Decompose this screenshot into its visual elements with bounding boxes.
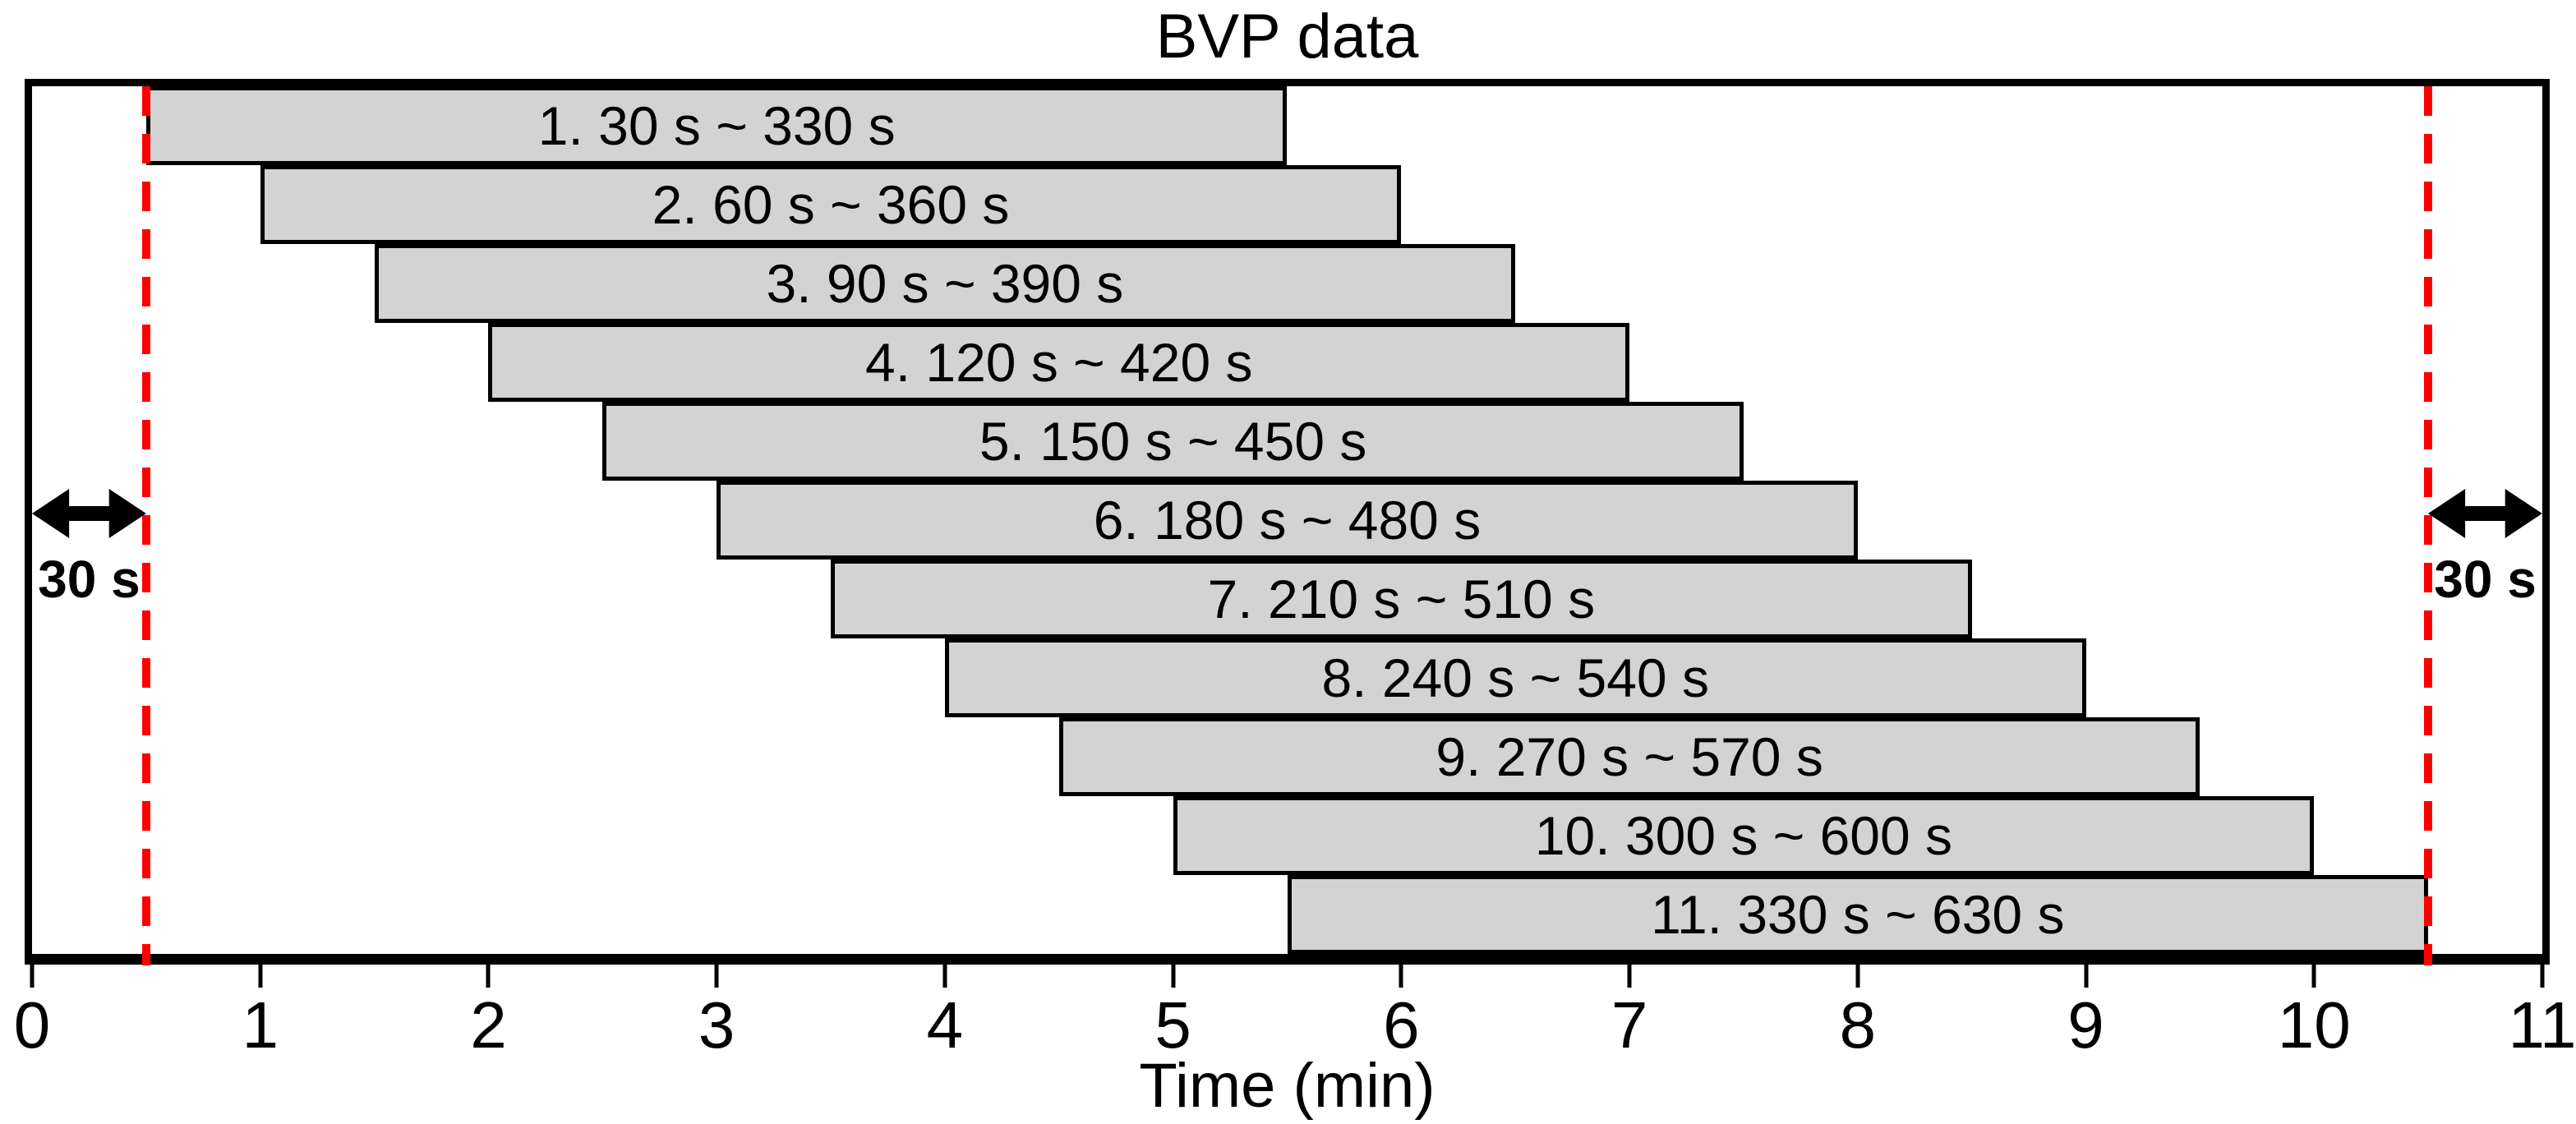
arrow-shaft [60,505,118,521]
window-bar: 10. 300 s ~ 600 s [1173,796,2315,875]
window-bar: 5. 150 s ~ 450 s [602,402,1744,481]
window-bar: 2. 60 s ~ 360 s [260,165,1402,244]
right-range-arrow-icon [2428,488,2542,538]
x-tick-mark [942,965,947,988]
window-bar-label: 8. 240 s ~ 540 s [1321,647,1709,708]
x-tick-mark [1855,965,1860,988]
arrow-head [2428,488,2466,538]
x-tick-mark [2311,965,2316,988]
window-bar-label: 3. 90 s ~ 390 s [766,253,1124,314]
x-tick-label: 4 [926,988,964,1062]
x-tick-mark [486,965,491,988]
window-bar-label: 11. 330 s ~ 630 s [1651,884,2065,945]
x-tick-mark [1399,965,1403,988]
window-bar: 8. 240 s ~ 540 s [944,638,2086,717]
window-bar-label: 1. 30 s ~ 330 s [537,95,896,156]
x-tick-label: 0 [13,988,51,1062]
window-bar-label: 7. 210 s ~ 510 s [1207,569,1596,629]
plot-inner: 30 s 30 s 1. 30 s ~ 330 s 2. 60 s ~ 360 s… [32,86,2542,965]
boundary-dashed-line [141,86,150,965]
left-range-arrow-icon [32,488,146,538]
arrow-head [108,488,146,538]
x-tick-mark [714,965,719,988]
arrow-head [2505,488,2542,538]
window-bar: 6. 180 s ~ 480 s [717,481,1858,560]
x-tick-label: 5 [1154,988,1191,1062]
window-bar: 4. 120 s ~ 420 s [488,323,1630,402]
x-tick-label: 3 [698,988,735,1062]
chart-title: BVP data [1155,2,1419,71]
arrow-head [32,488,70,538]
window-bar: 1. 30 s ~ 330 s [145,86,1288,165]
x-tick-label: 11 [2508,988,2576,1062]
window-bar-label: 9. 270 s ~ 570 s [1435,726,1823,787]
window-bar-label: 2. 60 s ~ 360 s [652,174,1010,235]
x-tick-label: 8 [1839,988,1877,1062]
window-bar: 9. 270 s ~ 570 s [1058,717,2200,796]
x-tick-mark [1171,965,1176,988]
plot-area: 30 s 30 s 1. 30 s ~ 330 s 2. 60 s ~ 360 s… [25,79,2550,965]
x-tick-label: 2 [470,988,507,1062]
x-tick-label: 1 [242,988,279,1062]
x-tick-mark [258,965,263,988]
window-bar-label: 4. 120 s ~ 420 s [865,332,1253,393]
x-tick-mark [1627,965,1632,988]
window-bar-label: 5. 150 s ~ 450 s [979,411,1367,472]
x-axis: 0 1 2 3 4 5 6 7 8 9 10 11 [14,965,2576,1121]
x-tick-label: 7 [1611,988,1648,1062]
window-bar: 11. 330 s ~ 630 s [1287,875,2429,954]
window-bar: 3. 90 s ~ 390 s [374,244,1516,323]
boundary-dashed-line [2424,86,2433,965]
right-arrow-label: 30 s [2434,549,2537,609]
window-bar-label: 6. 180 s ~ 480 s [1093,490,1482,550]
x-tick-mark [2084,965,2089,988]
window-bar-label: 10. 300 s ~ 600 s [1534,805,1953,866]
x-axis-title: Time (min) [1139,1051,1435,1121]
x-tick-label: 10 [2277,988,2351,1062]
left-arrow-label: 30 s [38,549,141,609]
arrow-shaft [2456,505,2514,521]
x-tick-mark [30,965,35,988]
x-tick-label: 9 [2067,988,2104,1062]
x-tick-label: 6 [1383,988,1420,1062]
x-tick-mark [2540,965,2545,988]
window-bar: 7. 210 s ~ 510 s [831,560,1972,638]
